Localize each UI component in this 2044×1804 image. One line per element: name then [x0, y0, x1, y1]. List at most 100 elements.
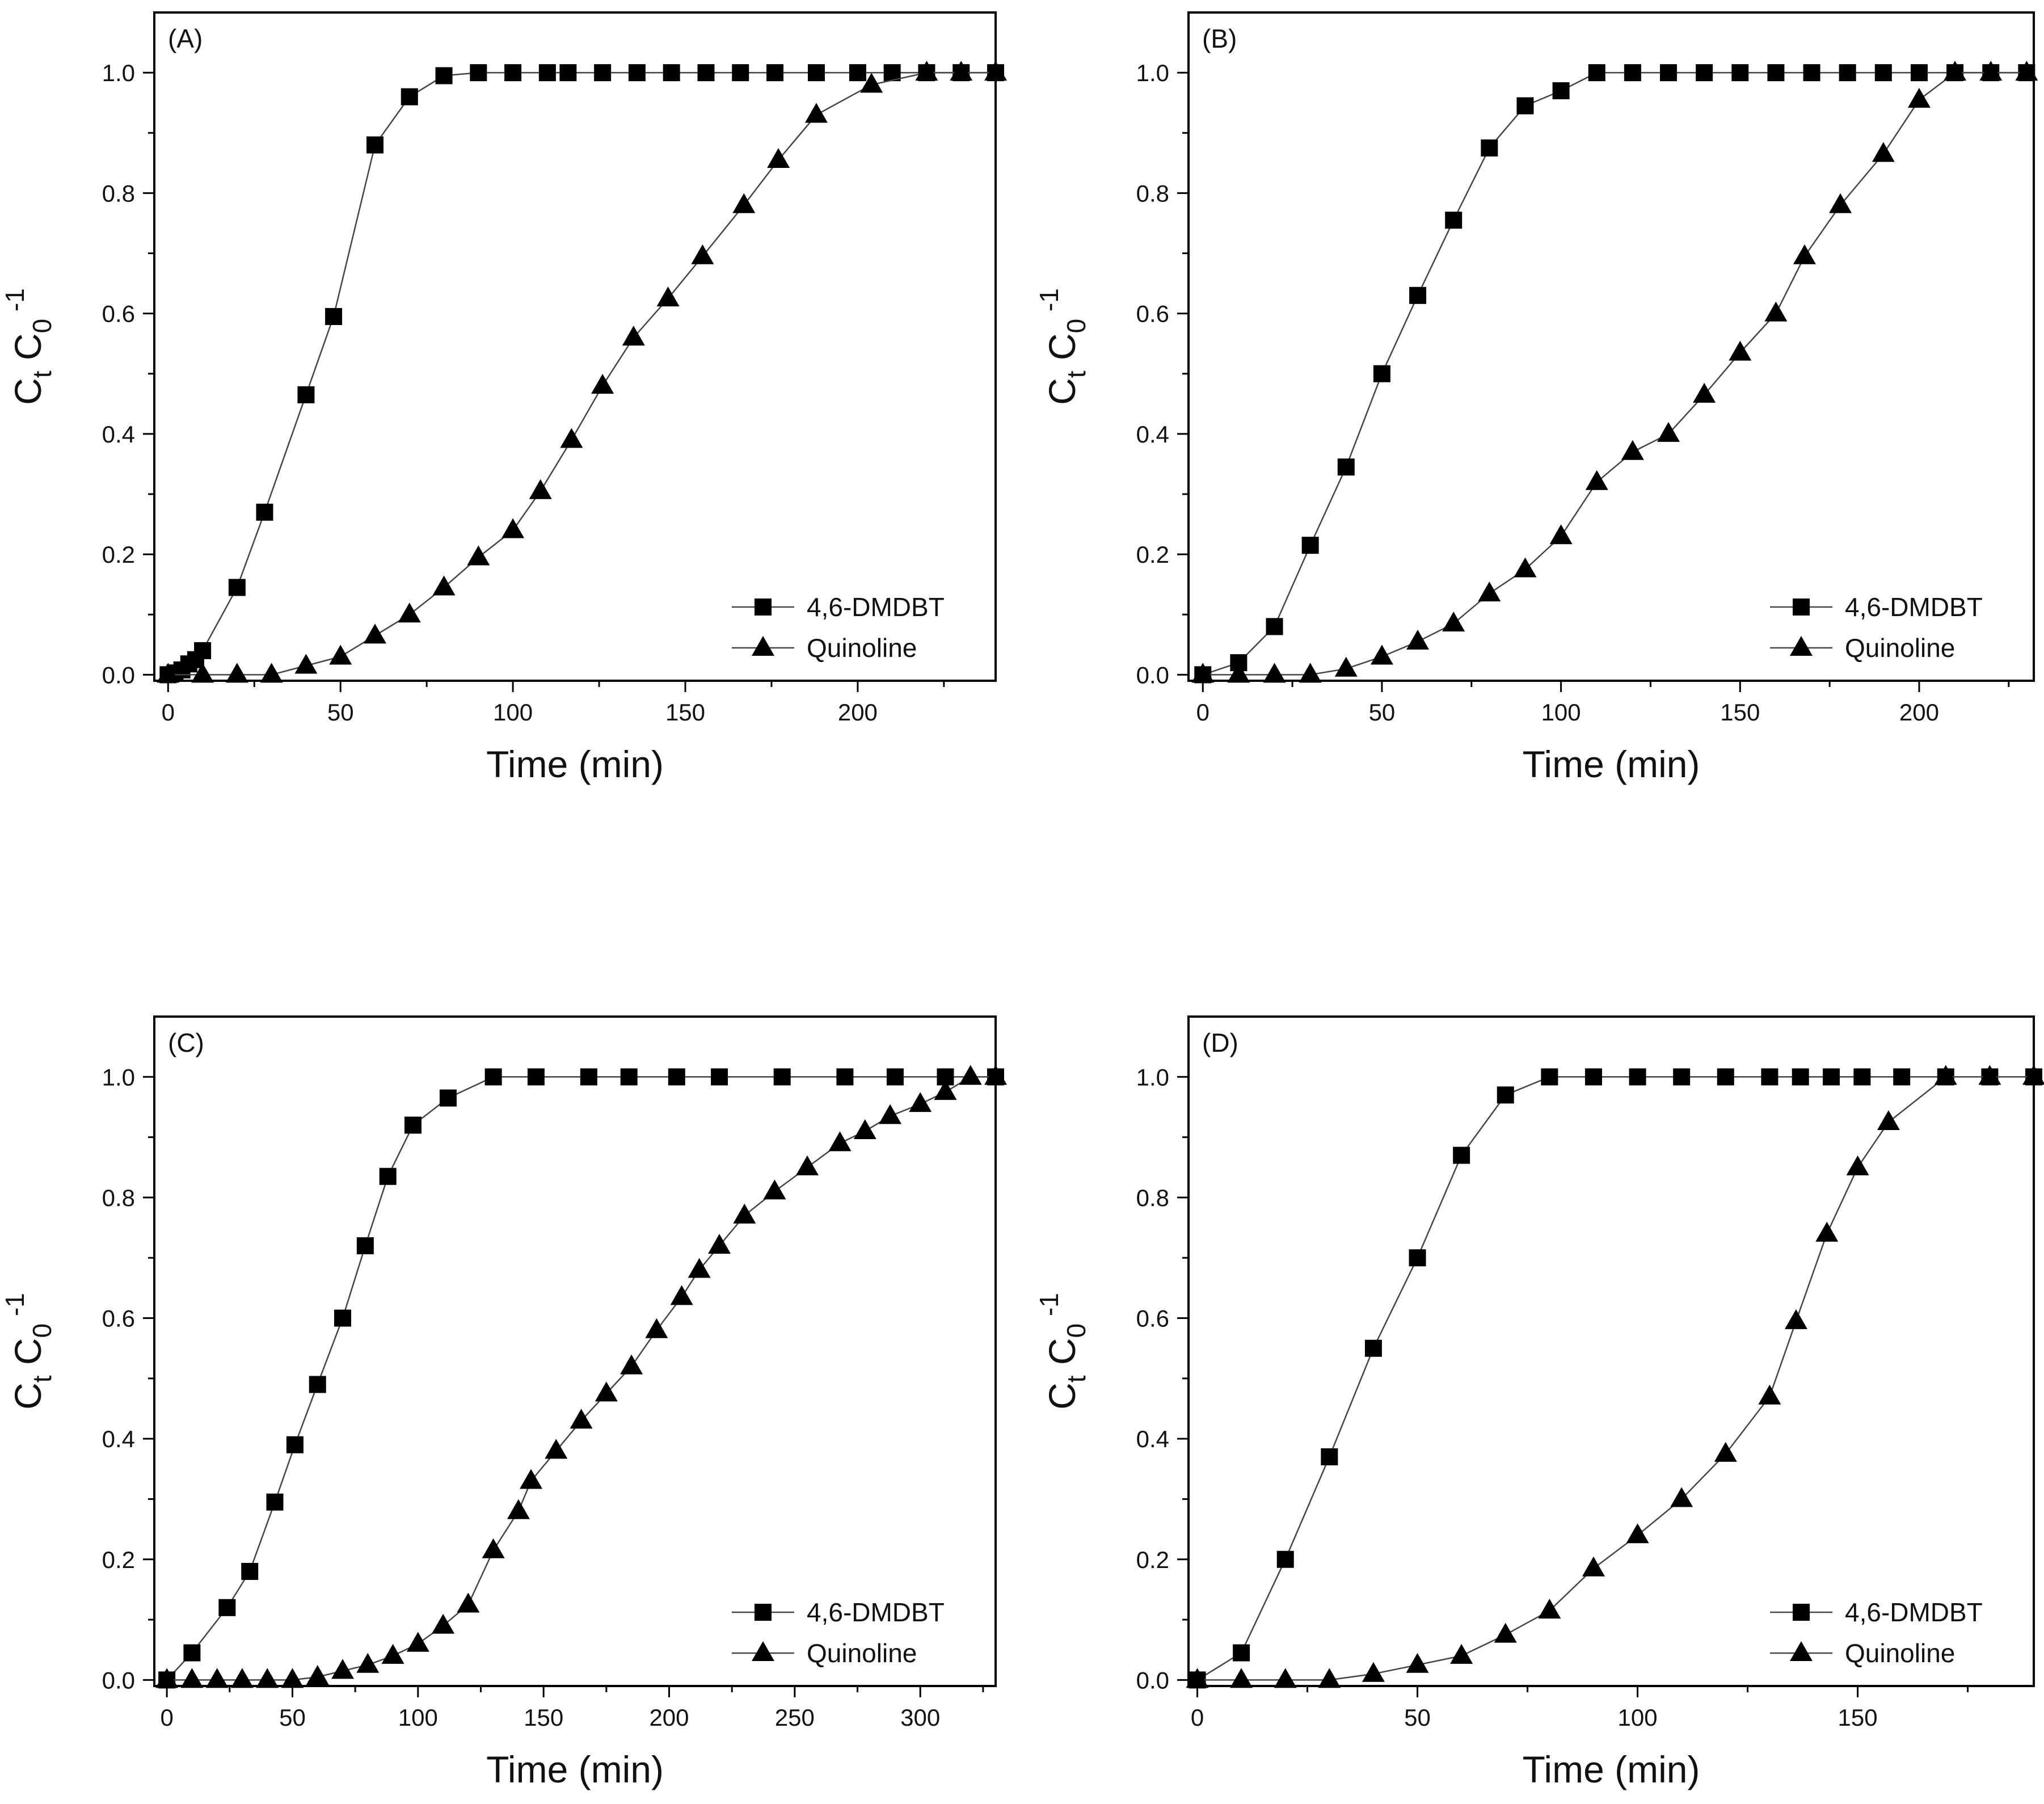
data-point [591, 373, 614, 394]
data-point [1274, 1668, 1297, 1688]
data-point [484, 1068, 502, 1086]
chart-panel-1: 0 50 100 150 200 0.0 0.2 0.4 0.6 0.8 1.0 Time (min)… [1034, 11, 2038, 785]
data-point [1657, 422, 1680, 442]
data-point [1497, 1086, 1514, 1104]
data-point [1877, 1110, 1900, 1131]
data-point [309, 1376, 326, 1393]
legend-marker [1790, 1641, 1813, 1661]
data-point [1321, 1448, 1338, 1466]
data-point [286, 1436, 304, 1453]
data-point [580, 1068, 597, 1086]
y-tick-label: 0.8 [102, 180, 135, 206]
data-point [1624, 64, 1641, 82]
data-point [1450, 1643, 1473, 1664]
data-point [1230, 1668, 1253, 1688]
data-point [260, 663, 283, 683]
data-point [1373, 365, 1390, 382]
plot-frame [1187, 1015, 2035, 1687]
data-point [1478, 581, 1501, 602]
legend-marker [752, 1641, 774, 1661]
data-point [570, 1409, 593, 1429]
data-point [1409, 1249, 1426, 1267]
x-tick-label: 100 [1618, 1704, 1658, 1731]
x-tick-label: 250 [775, 1704, 815, 1731]
data-point [228, 579, 246, 596]
data-point [594, 64, 612, 82]
data-point [1758, 1384, 1781, 1405]
data-point [1660, 64, 1678, 82]
data-point [241, 1563, 259, 1580]
data-point [398, 602, 421, 623]
data-point [1276, 1550, 1294, 1568]
data-point [663, 64, 680, 82]
y-tick-label: 0.2 [102, 541, 135, 568]
data-point [294, 654, 318, 674]
data-point [909, 1092, 932, 1112]
data-point [1829, 193, 1852, 213]
data-point [520, 1469, 543, 1489]
data-point [688, 1258, 711, 1278]
data-point [230, 1668, 254, 1688]
x-tick-label: 50 [1369, 699, 1396, 726]
y-tick-label: 1.0 [1136, 60, 1169, 86]
data-point [1626, 1523, 1649, 1544]
data-point [1442, 612, 1465, 632]
data-point [381, 1643, 404, 1664]
y-tick-label: 0.0 [102, 661, 135, 688]
data-point [1318, 1668, 1341, 1688]
data-point [1803, 64, 1820, 82]
data-point [849, 64, 866, 82]
data-point [157, 663, 180, 683]
data-point [356, 1237, 374, 1254]
plot-frame [1187, 11, 2035, 682]
chart-panel-2: 0 50 100 150 200 250 300 0.0 0.2 0.4 0.6 0.8 1.0 Time… [0, 1015, 1007, 1790]
data-point [560, 428, 583, 448]
data-point [435, 67, 453, 85]
legend-label: 4,6-DMDBT [1845, 1598, 1983, 1627]
y-tick-label: 0.6 [102, 301, 135, 327]
data-point [1186, 1668, 1209, 1688]
x-axis-title: Time (min) [486, 743, 664, 785]
series-dmdbt [1189, 1068, 2042, 1689]
y-axis-title: Ct C0 -1 [0, 288, 57, 405]
data-point [1761, 1068, 1779, 1086]
data-point [860, 73, 883, 93]
data-point [767, 148, 790, 168]
data-point [1839, 64, 1856, 82]
data-point [773, 1068, 791, 1086]
data-point [1406, 1653, 1429, 1673]
data-point [711, 1068, 728, 1086]
x-axis-title: Time (min) [1523, 1748, 1700, 1790]
data-point [697, 64, 715, 82]
legend-label: Quinoline [1845, 633, 1955, 663]
y-axis-title: Ct C0 -1 [1034, 288, 1091, 405]
data-point [622, 326, 645, 346]
data-point [1541, 1068, 1558, 1086]
x-tick-label: 150 [1838, 1704, 1878, 1731]
legend-label: 4,6-DMDBT [807, 1598, 945, 1627]
data-point [1582, 1556, 1605, 1577]
x-tick-label: 200 [838, 699, 878, 726]
data-point [1629, 1068, 1646, 1086]
y-tick-label: 0.6 [102, 1305, 135, 1332]
panel-label: (B) [1202, 24, 1237, 53]
y-tick-label: 0.4 [102, 421, 135, 448]
data-point [1978, 1065, 2001, 1085]
data-point [1337, 458, 1355, 476]
legend-label: Quinoline [807, 633, 917, 663]
series-quinoline [157, 61, 1007, 683]
data-point [194, 642, 212, 659]
data-point [1453, 1147, 1470, 1164]
data-point [432, 1613, 455, 1634]
data-point [1670, 1487, 1693, 1507]
data-point [155, 1668, 179, 1688]
data-point [470, 64, 487, 82]
data-point [656, 286, 680, 307]
data-point [1266, 618, 1283, 635]
series-line [168, 71, 996, 676]
data-point [191, 663, 214, 683]
legend-marker [752, 636, 774, 656]
x-tick-label: 150 [1720, 699, 1760, 726]
y-tick-label: 0.6 [1136, 301, 1169, 327]
